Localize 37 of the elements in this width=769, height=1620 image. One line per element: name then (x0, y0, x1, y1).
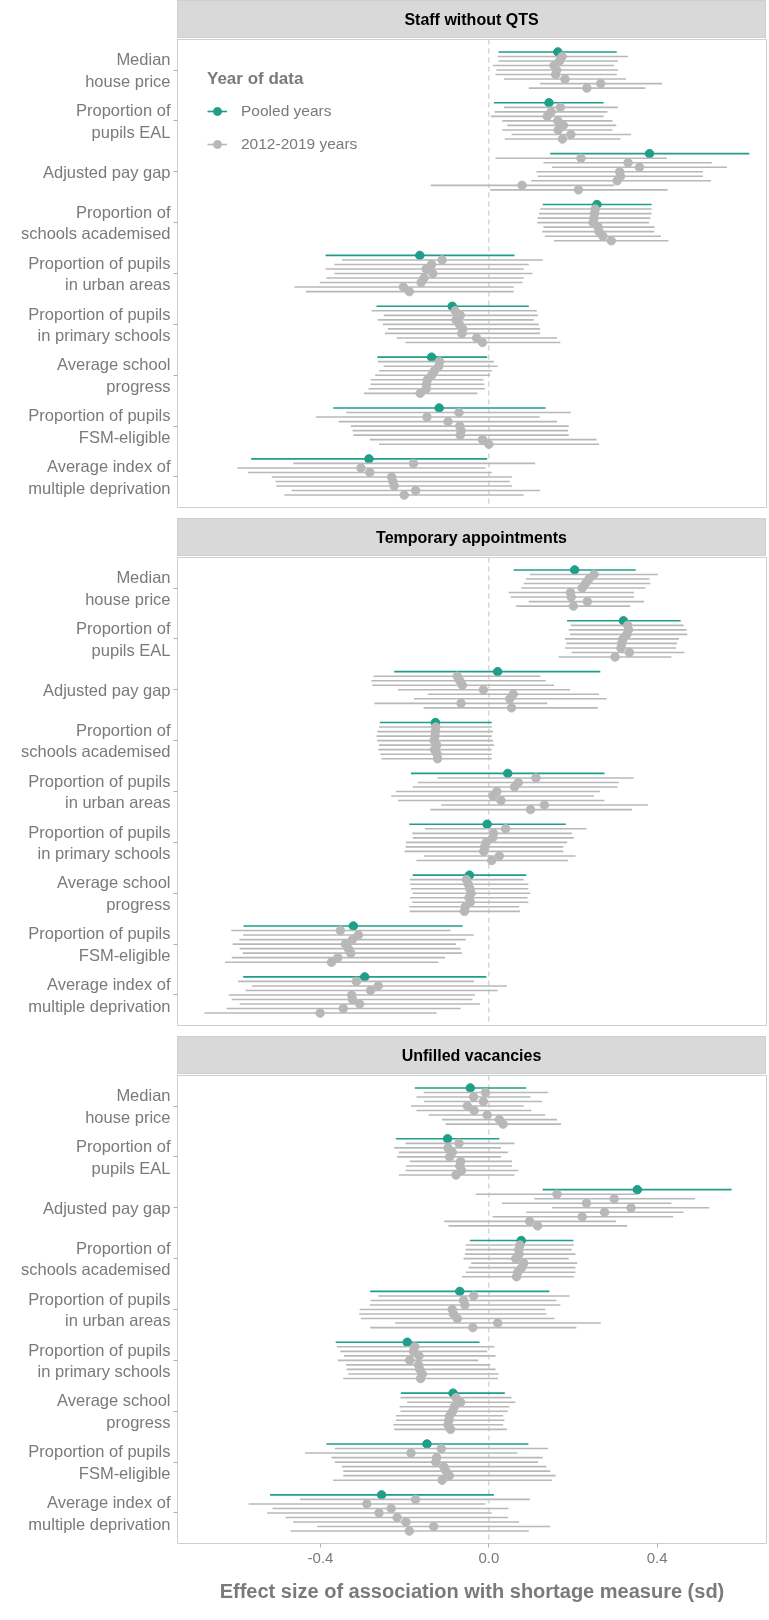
legend-label: Pooled years (241, 101, 332, 121)
x-tick-label: -0.4 (307, 1548, 334, 1566)
chart-title: Staff without QTS (404, 10, 539, 30)
y-tick-label: Proportion of pupils FSM-eligible (28, 1442, 171, 1482)
y-tick-label: Proportion of schools academised (21, 202, 171, 243)
y-tick-label: Proportion of pupils EAL (76, 1137, 171, 1177)
y-tick-label: Proportion of pupils in urban areas (28, 771, 171, 812)
x-tick-label: 0.0 (478, 1548, 500, 1566)
y-tick-label: Proportion of pupils FSM-eligible (28, 406, 171, 446)
y-tick-label: Average school progress (57, 1391, 171, 1432)
x-axis-title: Effect size of association with shortage measure (sd) (219, 1579, 725, 1602)
y-tick-label: Median house price (85, 1086, 171, 1126)
x-tick-label: 0.4 (646, 1548, 668, 1566)
legend-label: 2012-2019 years (241, 134, 358, 154)
y-tick-label: Average index of multiple deprivation (28, 457, 171, 497)
y-tick-label: Proportion of pupils in urban areas (28, 1289, 171, 1330)
legend-title: Year of data (207, 69, 305, 89)
y-tick-label: Average index of multiple deprivation (28, 1493, 171, 1533)
y-tick-label: Proportion of pupils in primary schools (28, 1340, 171, 1381)
y-tick-label: Median house price (85, 568, 171, 608)
y-tick-label: Median house price (85, 50, 171, 90)
y-tick-label: Adjusted pay gap (42, 1198, 171, 1217)
y-tick-label: Proportion of pupils EAL (76, 619, 171, 659)
y-tick-label: Proportion of pupils in primary schools (28, 822, 171, 863)
chart-title: Unfilled vacancies (401, 1046, 542, 1066)
y-tick-label: Proportion of schools academised (21, 1238, 171, 1279)
y-tick-label: Average school progress (57, 355, 171, 396)
y-tick-label: Proportion of pupils in urban areas (28, 253, 171, 294)
y-tick-label: Adjusted pay gap (42, 680, 171, 699)
y-tick-label: Proportion of pupils FSM-eligible (28, 924, 171, 964)
chart-title: Temporary appointments (376, 528, 567, 548)
y-tick-label: Proportion of pupils in primary schools (28, 304, 171, 345)
y-tick-label: Adjusted pay gap (42, 162, 171, 181)
y-tick-label: Average index of multiple deprivation (28, 975, 171, 1015)
y-tick-label: Proportion of schools academised (21, 720, 171, 761)
y-tick-label: Proportion of pupils EAL (76, 101, 171, 141)
y-tick-label: Average school progress (57, 873, 171, 914)
